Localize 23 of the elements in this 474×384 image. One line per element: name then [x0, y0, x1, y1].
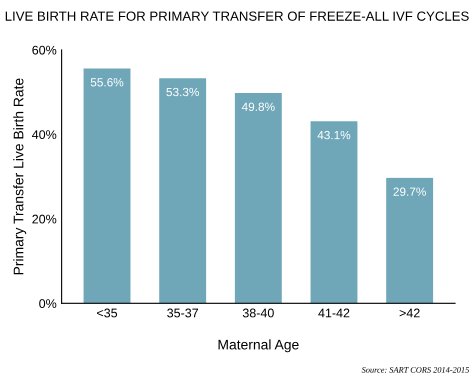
x-tick-label: 35-37	[167, 308, 198, 318]
chart-title: LIVE BIRTH RATE FOR PRIMARY TRANSFER OF FREEZE-ALL IVF CYCLES	[6, 11, 469, 21]
y-tick-label: 20%	[32, 214, 56, 224]
data-label: 43.1%	[318, 130, 350, 140]
x-tick-label: <35	[97, 308, 118, 318]
x-axis-title: Maternal Age	[218, 339, 299, 352]
bar	[84, 68, 130, 304]
x-tick-label: 41-42	[318, 308, 350, 318]
data-label: 49.8%	[242, 102, 275, 111]
y-axis-title: Primary Transfer Live Birth Rate	[13, 78, 26, 274]
data-label: 55.6%	[90, 78, 124, 86]
source-note: Source: SART CORS 2014-2015	[362, 367, 470, 373]
data-label: 29.7%	[394, 188, 426, 196]
y-tick-label: 0%	[39, 299, 56, 308]
data-label: 53.3%	[166, 88, 199, 96]
bar	[234, 93, 282, 304]
bar	[310, 121, 358, 304]
y-tick-label: 60%	[32, 46, 56, 55]
y-tick-label: 40%	[32, 130, 56, 140]
x-tick-label: >42	[400, 308, 420, 318]
bar	[386, 178, 434, 304]
x-tick-label: 38-40	[242, 308, 274, 318]
bar	[159, 78, 206, 304]
